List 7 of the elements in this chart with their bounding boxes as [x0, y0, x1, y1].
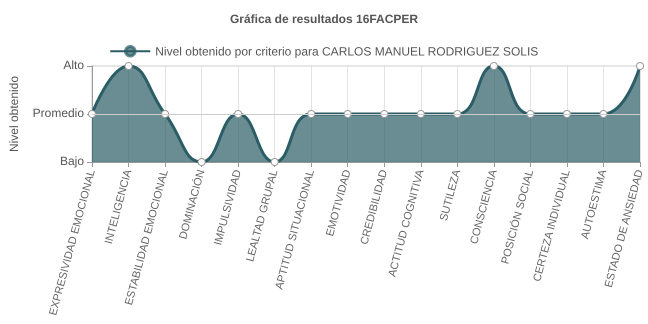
text: Alto	[63, 58, 84, 72]
legend-label: Nivel obtenido por criterio para CARLOS MANUEL RODRIGUEZ SOLIS	[155, 44, 538, 58]
y-axis-title: Nivel obtenido	[7, 76, 21, 152]
text: Promedio	[32, 106, 84, 120]
x-tick-label: LEALTAD GRUPAL	[244, 168, 280, 264]
chart-title: Gráfica de resultados 16FACPER	[230, 12, 418, 26]
text: Bajo	[60, 154, 84, 168]
